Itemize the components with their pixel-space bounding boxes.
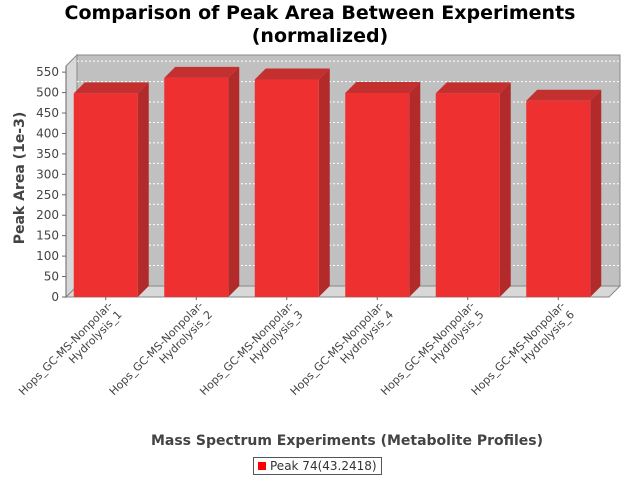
bar-side [137, 82, 149, 298]
y-tick-label: 250 [36, 188, 59, 202]
x-axis-title: Mass Spectrum Experiments (Metabolite Pr… [151, 433, 543, 449]
x-tick-label-line: Hops_GC-MS-Nonpolar- [288, 299, 387, 398]
bar-top [73, 82, 149, 94]
y-tick-label: 100 [36, 249, 59, 263]
y-tick-label: 450 [36, 106, 59, 120]
y-tick-label: 500 [36, 86, 59, 100]
legend-label: Peak 74(43.2418) [270, 459, 377, 473]
y-tick-label: 300 [36, 167, 59, 181]
chart-title-line-1: Comparison of Peak Area Between Experime… [64, 2, 576, 24]
x-tick-label-line: Hops_GC-MS-Nonpolar- [378, 299, 477, 398]
y-axis-title: Peak Area (1e-3) [12, 112, 28, 245]
y-tick-label: 0 [51, 290, 59, 304]
legend: Peak 74(43.2418) [253, 457, 382, 475]
bar [164, 66, 240, 298]
x-tick-label-line: Hops_GC-MS-Nonpolar- [469, 299, 568, 398]
bar [345, 81, 421, 297]
bar-top [526, 89, 602, 101]
bar-side [409, 81, 421, 297]
bar-front [526, 100, 591, 297]
y-tick-label: 200 [36, 208, 59, 222]
bar-front [345, 92, 410, 297]
bar-front [164, 77, 229, 298]
x-tick-label: Hops_GC-MS-Nonpolar-Hydrolysis_6 [469, 299, 577, 407]
chart-title-line-2: (normalized) [251, 25, 389, 47]
bar-top [345, 81, 421, 93]
bar [435, 82, 511, 298]
x-tick-label-line: Hops_GC-MS-Nonpolar- [197, 299, 296, 398]
y-tick-label: 150 [36, 229, 59, 243]
bar-side [499, 82, 511, 298]
bar-top [254, 68, 330, 80]
legend-swatch [258, 462, 266, 470]
chart-title: Comparison of Peak Area Between Experime… [0, 2, 640, 48]
x-tick-label-line: Hops_GC-MS-Nonpolar- [107, 299, 206, 398]
bar-side [318, 68, 330, 297]
bar-top [435, 82, 511, 94]
bar-side [228, 66, 240, 298]
bar [73, 82, 149, 298]
bar-front [254, 79, 319, 297]
bar-top [164, 66, 240, 78]
y-tick-label: 550 [36, 65, 59, 79]
bar-front [73, 93, 138, 298]
bar [254, 68, 330, 297]
bar-front [435, 93, 500, 298]
y-tick-label: 350 [36, 147, 59, 161]
x-tick-label-line: Hops_GC-MS-Nonpolar- [16, 299, 115, 398]
y-tick-label: 400 [36, 126, 59, 140]
bar [526, 89, 602, 297]
y-tick-label: 50 [44, 270, 59, 284]
bar-side [590, 89, 602, 297]
